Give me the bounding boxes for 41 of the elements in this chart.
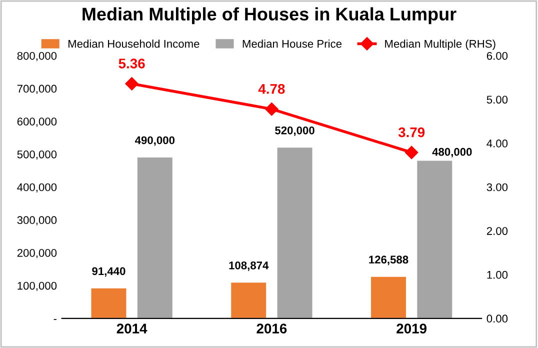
data-label: 126,588 [369, 256, 408, 266]
data-label: 5.36 [118, 58, 145, 68]
y-tick-label: 800,000 [17, 52, 57, 62]
y-tick-label: 100,000 [18, 282, 57, 292]
x-tick-label: 2014 [116, 324, 148, 334]
y-tick-label: 300,000 [17, 216, 57, 226]
point [125, 77, 138, 90]
y2-tick-label: 6.00 [486, 52, 508, 60]
x-tick-label: 2019 [396, 324, 427, 334]
data-label: 520,000 [275, 126, 314, 136]
y-tick-label: 500,000 [17, 150, 57, 160]
legend-label: Median Household Income [68, 40, 200, 48]
y2-tick-label: 1.00 [487, 270, 508, 279]
y2-tick-label: 0.00 [486, 314, 508, 323]
legend-label: Median House Price [242, 40, 342, 48]
data-label: 4.78 [258, 84, 285, 94]
data-label: 3.79 [398, 127, 425, 138]
point [404, 146, 418, 160]
data-label: 480,000 [432, 148, 472, 158]
y2-tick-label: 4.00 [486, 140, 508, 148]
y-tick-label: 700,000 [17, 84, 57, 94]
data-label: 490,000 [134, 136, 175, 146]
y2-tick-label: 2.00 [486, 227, 508, 235]
y2-tick-label: 3.00 [486, 183, 508, 192]
legend-label: Median Multiple (RHS) [385, 40, 496, 50]
y-tick-label: - [54, 319, 57, 320]
y-tick-label: 600,000 [17, 118, 57, 127]
bar [277, 148, 312, 318]
y-tick-label: 200,000 [17, 249, 57, 258]
y-tick-label: 400,000 [17, 183, 57, 192]
x-tick-label: 2016 [256, 324, 287, 334]
point [265, 102, 278, 116]
bar [137, 157, 172, 318]
bar [417, 160, 452, 318]
chart-title: Median Multiple of Houses in Kuala Lumpur [82, 7, 456, 24]
bar [231, 282, 266, 318]
data-label: 108,874 [229, 261, 269, 271]
bar [371, 276, 406, 318]
bar [91, 288, 126, 318]
y2-tick-label: 5.00 [486, 96, 508, 104]
data-label: 91,440 [92, 267, 126, 277]
